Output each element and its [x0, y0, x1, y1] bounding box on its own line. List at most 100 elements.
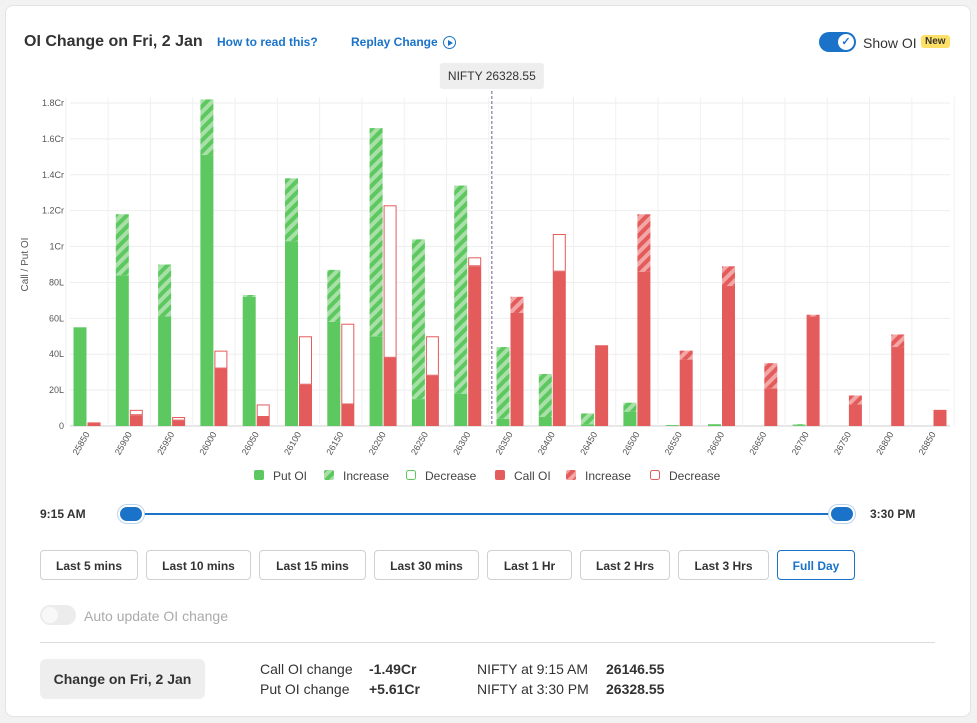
legend-label: Put OI	[273, 469, 307, 483]
y-tick-label: 80L	[49, 277, 64, 287]
call-oi-decrease-bar	[383, 205, 397, 358]
x-tick-label: 26600	[705, 430, 726, 457]
show-oi-toggle[interactable]: ✓	[819, 32, 856, 52]
put-oi-bar	[73, 327, 87, 426]
time-slider-start-handle[interactable]	[120, 507, 142, 521]
call-oi-bar	[129, 415, 143, 426]
start-time-label: 9:15 AM	[40, 507, 86, 521]
put-oi-bar	[285, 241, 298, 426]
replay-change-link[interactable]: Replay Change	[351, 35, 456, 49]
x-tick-label: 26400	[536, 430, 557, 457]
call-oi-bar	[510, 312, 524, 426]
nifty-close-value: 26328.55	[606, 681, 665, 697]
put-oi-increase-bar	[285, 178, 298, 242]
put-oi-bar	[242, 296, 256, 426]
legend-label: Decrease	[425, 469, 477, 483]
auto-update-label: Auto update OI change	[84, 608, 228, 624]
put-oi-bar	[200, 155, 214, 427]
x-tick-label: 25900	[113, 430, 134, 457]
y-tick-label: 0	[59, 421, 64, 431]
call-oi-bar	[341, 404, 355, 426]
call-oi-increase-bar	[806, 314, 820, 317]
nifty-open-value: 26146.55	[606, 661, 665, 677]
x-tick-label: 26800	[874, 430, 895, 457]
call-oi-decrease-bar	[129, 409, 143, 416]
call-oi-decrease-bar	[425, 336, 439, 376]
call-oi-bar	[383, 357, 397, 426]
range-last-10-mins[interactable]: Last 10 mins	[146, 550, 251, 580]
call-oi-bar	[256, 417, 270, 426]
put-oi-increase-bar	[242, 295, 256, 297]
x-tick-label: 26200	[367, 430, 388, 457]
put-oi-bar	[327, 321, 341, 426]
x-tick-label: 26100	[282, 430, 303, 457]
range-last-5-mins[interactable]: Last 5 mins	[40, 550, 138, 580]
play-circle-icon	[442, 36, 456, 49]
time-slider-track[interactable]	[131, 513, 842, 515]
put-oi-increase-bar	[411, 239, 425, 400]
put-oi-bar	[581, 424, 595, 426]
x-tick-label: 26650	[747, 430, 768, 457]
y-tick-label: 1.6Cr	[42, 134, 64, 144]
put-oi-increase-bar	[369, 128, 383, 337]
x-tick-label: 25850	[71, 430, 92, 457]
call-oi-decrease-bar	[468, 257, 482, 267]
auto-update-toggle[interactable]	[40, 605, 76, 625]
put-oi-bar	[708, 424, 721, 426]
call-oi-increase-bar	[891, 334, 905, 348]
replay-change-label: Replay Change	[351, 35, 438, 49]
x-tick-label: 26450	[578, 430, 599, 457]
legend-put-oi-swatch	[254, 470, 264, 480]
legend-call-decrease-swatch	[650, 470, 660, 480]
put-oi-bar	[411, 399, 425, 426]
x-tick-label: 26000	[197, 430, 218, 457]
legend-label: Increase	[343, 469, 389, 483]
range-last-1-hr[interactable]: Last 1 Hr	[487, 550, 572, 580]
legend-label: Call OI	[514, 469, 551, 483]
call-oi-bar	[891, 347, 905, 426]
time-slider-end-handle[interactable]	[831, 507, 853, 521]
x-tick-label: 26700	[790, 430, 811, 457]
range-last-3-hrs[interactable]: Last 3 Hrs	[678, 550, 769, 580]
legend-call-oi-swatch	[495, 470, 505, 480]
show-oi-label: Show OI	[863, 35, 917, 51]
call-oi-increase-bar	[722, 266, 735, 287]
call-oi-bar	[764, 388, 778, 426]
put-oi-bar	[115, 275, 129, 426]
legend-label: Decrease	[669, 469, 721, 483]
put-oi-bar	[665, 425, 679, 426]
put-oi-increase-bar	[454, 185, 468, 394]
check-icon: ✓	[838, 34, 854, 50]
toggle-knob	[42, 607, 58, 623]
call-oi-decrease-bar	[214, 350, 228, 369]
y-tick-label: 1.8Cr	[42, 98, 64, 108]
x-tick-label: 26850	[917, 430, 938, 457]
oi-change-chart: 0 20L 40L 60L 80L 1Cr 1.2Cr 1.4Cr 1.6Cr 1.8Cr Call…	[20, 63, 955, 483]
call-oi-bar	[722, 286, 735, 426]
range-last-30-mins[interactable]: Last 30 mins	[374, 550, 479, 580]
y-tick-label: 40L	[49, 349, 64, 359]
put-oi-bar	[369, 336, 383, 426]
range-last-2-hrs[interactable]: Last 2 Hrs	[580, 550, 670, 580]
range-full-day[interactable]: Full Day	[777, 550, 855, 580]
change-date-button[interactable]: Change on Fri, 2 Jan	[40, 659, 205, 699]
call-oi-change-value: -1.49Cr	[369, 661, 417, 677]
put-oi-change-value: +5.61Cr	[369, 681, 420, 697]
range-last-15-mins[interactable]: Last 15 mins	[259, 550, 366, 580]
page-title: OI Change on Fri, 2 Jan	[24, 33, 203, 50]
call-oi-decrease-bar	[256, 404, 270, 418]
nifty-open-label: NIFTY at 9:15 AM	[477, 661, 589, 677]
put-oi-increase-bar	[538, 373, 552, 418]
put-oi-increase-bar	[496, 347, 510, 419]
y-axis-label: Call / Put OI	[20, 238, 31, 292]
put-oi-increase-bar	[792, 424, 806, 426]
how-to-read-link[interactable]: How to read this?	[217, 35, 318, 49]
call-oi-increase-bar	[848, 395, 862, 405]
legend-label: Increase	[585, 469, 631, 483]
call-oi-increase-bar	[764, 363, 778, 389]
call-oi-bar	[172, 420, 186, 426]
call-oi-bar	[425, 375, 439, 426]
put-oi-bar	[158, 316, 172, 426]
call-oi-bar	[214, 368, 228, 426]
x-tick-label: 26150	[324, 430, 345, 457]
